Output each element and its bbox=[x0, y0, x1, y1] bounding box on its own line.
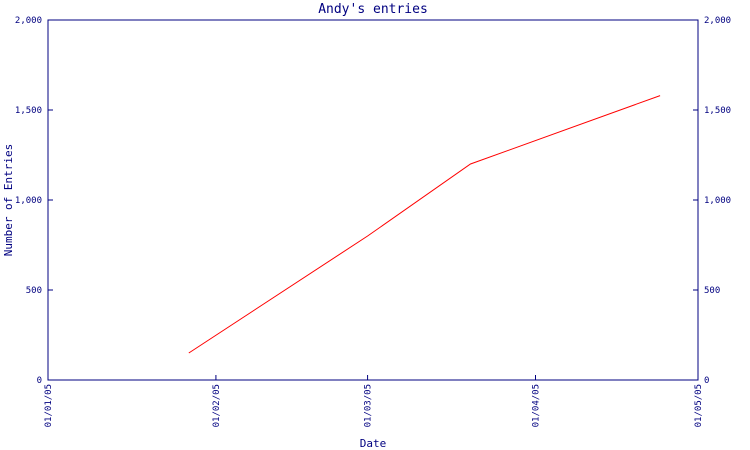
x-axis: 01/01/05 01/02/05 01/03/05 01/04/05 01/05/05 bbox=[44, 375, 704, 427]
y-axis-label: Number of Entries bbox=[2, 144, 15, 257]
y-axis-left: 0 500 1,000 1,500 2,000 bbox=[15, 16, 53, 386]
y-tick-label-right: 1,000 bbox=[704, 196, 731, 206]
x-tick-label: 01/03/05 bbox=[364, 384, 374, 427]
y-tick-label-right: 500 bbox=[704, 286, 720, 296]
x-tick-label: 01/05/05 bbox=[694, 384, 704, 427]
x-tick-label: 01/02/05 bbox=[212, 384, 222, 427]
y-axis-right: 0 500 1,000 1,500 2,000 bbox=[693, 16, 731, 386]
series-layer bbox=[188, 95, 661, 354]
chart-title: Andy's entries bbox=[318, 2, 428, 17]
y-tick-label-right: 1,500 bbox=[704, 106, 731, 116]
y-tick-label-right: 0 bbox=[704, 376, 709, 386]
series-line bbox=[188, 95, 661, 354]
y-tick-label-left: 0 bbox=[37, 376, 42, 386]
y-tick-label-left: 2,000 bbox=[15, 16, 42, 26]
plot-frame bbox=[47, 19, 699, 381]
x-tick-label: 01/01/05 bbox=[44, 384, 54, 427]
x-axis-label: Date bbox=[360, 437, 387, 450]
x-tick-label: 01/04/05 bbox=[532, 384, 542, 427]
y-tick-label-left: 1,500 bbox=[15, 106, 42, 116]
y-tick-label-left: 1,000 bbox=[15, 196, 42, 206]
y-tick-label-left: 500 bbox=[26, 286, 42, 296]
y-tick-label-right: 2,000 bbox=[704, 16, 731, 26]
